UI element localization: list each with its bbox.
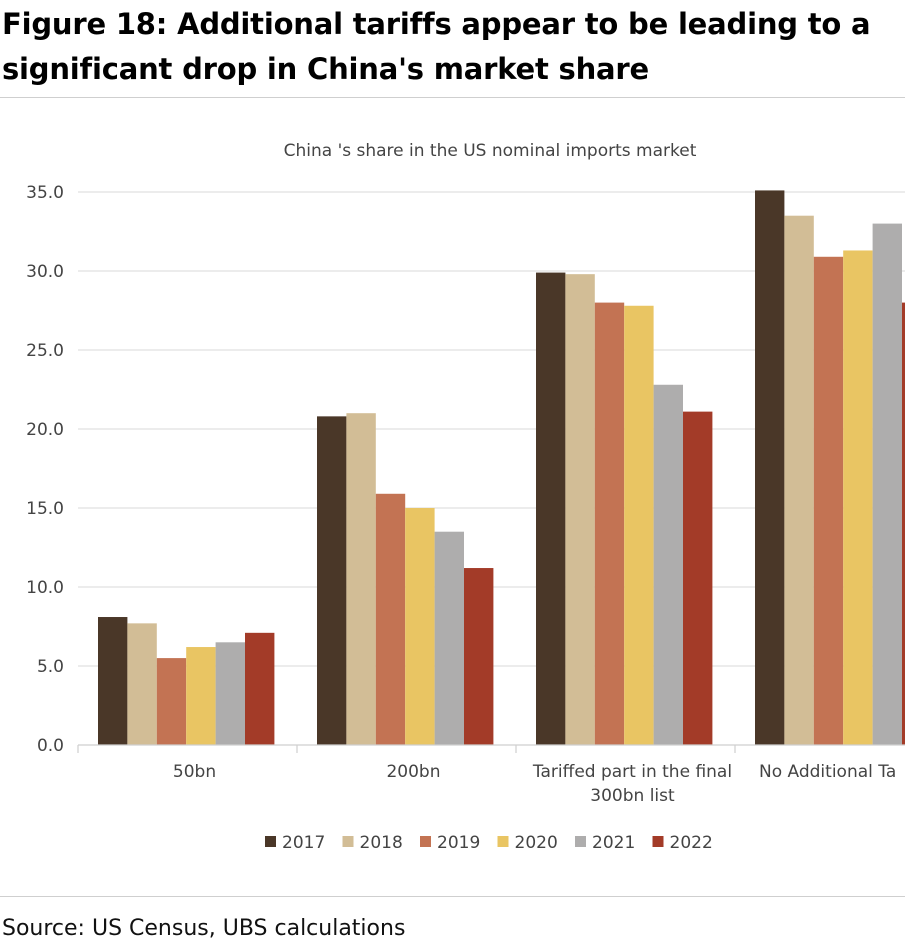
bar-2020-1 — [186, 647, 216, 745]
y-tick-label: 25.0 — [26, 341, 64, 361]
y-tick-label: 20.0 — [26, 420, 64, 440]
bar-2021-3 — [653, 384, 683, 745]
bar-2018-3 — [565, 274, 595, 745]
legend-swatch-2020 — [497, 836, 509, 847]
x-axis — [77, 744, 905, 753]
legend-label-2020: 2020 — [515, 833, 558, 853]
x-category-label: No Additional Ta — [759, 762, 896, 782]
legend-swatch-2018 — [342, 836, 354, 847]
x-category-label: 50bn — [173, 762, 216, 782]
legend-label-2019: 2019 — [437, 833, 480, 853]
bar-2019-3 — [594, 302, 625, 745]
bar-2021-1 — [215, 642, 245, 745]
bar-2021-2 — [434, 531, 464, 745]
bar-2017-3 — [536, 272, 566, 745]
legend-swatch-2019 — [420, 836, 431, 847]
legend-label-2022: 2022 — [670, 833, 713, 853]
bar-2018-1 — [127, 623, 157, 745]
y-tick-label: 5.0 — [37, 657, 64, 677]
bar-2018-2 — [346, 413, 376, 745]
grid-lines — [78, 191, 905, 667]
bar-2017-4 — [755, 190, 785, 746]
bar-2019-1 — [156, 658, 187, 745]
source-note: Source: US Census, UBS calculations — [2, 916, 406, 941]
bar-chart: China 's share in the US nominal imports… — [26, 141, 905, 853]
y-axis-tick-labels: 0.0 5.0 10.0 15.0 20.0 25.0 30.0 35.0 — [26, 183, 64, 756]
legend-label-2017: 2017 — [282, 833, 325, 853]
bar-2022-4 — [902, 302, 905, 745]
figure-title: Figure 18: Additional tariffs appear to … — [2, 7, 871, 86]
bottom-divider — [0, 896, 905, 897]
bar-2017-1 — [98, 617, 128, 745]
y-tick-label: 0.0 — [37, 736, 64, 756]
x-category-label: Tariffed part in the final — [532, 762, 732, 782]
bar-2022-1 — [245, 632, 275, 745]
legend-swatch-2021 — [575, 836, 586, 847]
legend-swatch-2017 — [265, 836, 276, 847]
bar-2017-2 — [317, 416, 347, 745]
bar-2021-4 — [872, 223, 902, 746]
bar-2018-4 — [784, 215, 814, 745]
legend-swatch-2022 — [652, 836, 664, 847]
bar-2022-2 — [464, 568, 494, 745]
x-category-label: 200bn — [386, 762, 440, 782]
bar-2020-2 — [405, 508, 435, 745]
x-category-label: 300bn list — [590, 786, 675, 806]
y-tick-label: 10.0 — [26, 578, 64, 598]
bar-2020-3 — [624, 305, 654, 745]
legend-label-2021: 2021 — [592, 833, 635, 853]
y-tick-label: 30.0 — [26, 262, 64, 282]
bar-2019-2 — [375, 493, 406, 745]
y-tick-label: 15.0 — [26, 499, 64, 519]
bars — [98, 190, 905, 746]
legend: 2017 2018 2019 2020 2021 2022 — [265, 833, 713, 853]
y-tick-label: 35.0 — [26, 183, 64, 203]
top-divider — [0, 97, 905, 98]
chart-title: China 's share in the US nominal imports… — [284, 141, 697, 161]
bar-2019-4 — [813, 256, 844, 745]
bar-2022-3 — [683, 411, 713, 745]
bar-2020-4 — [843, 250, 873, 745]
legend-label-2018: 2018 — [360, 833, 403, 853]
x-axis-category-labels: 50bn 200bn Tariffed part in the final 300bn… — [173, 762, 896, 806]
